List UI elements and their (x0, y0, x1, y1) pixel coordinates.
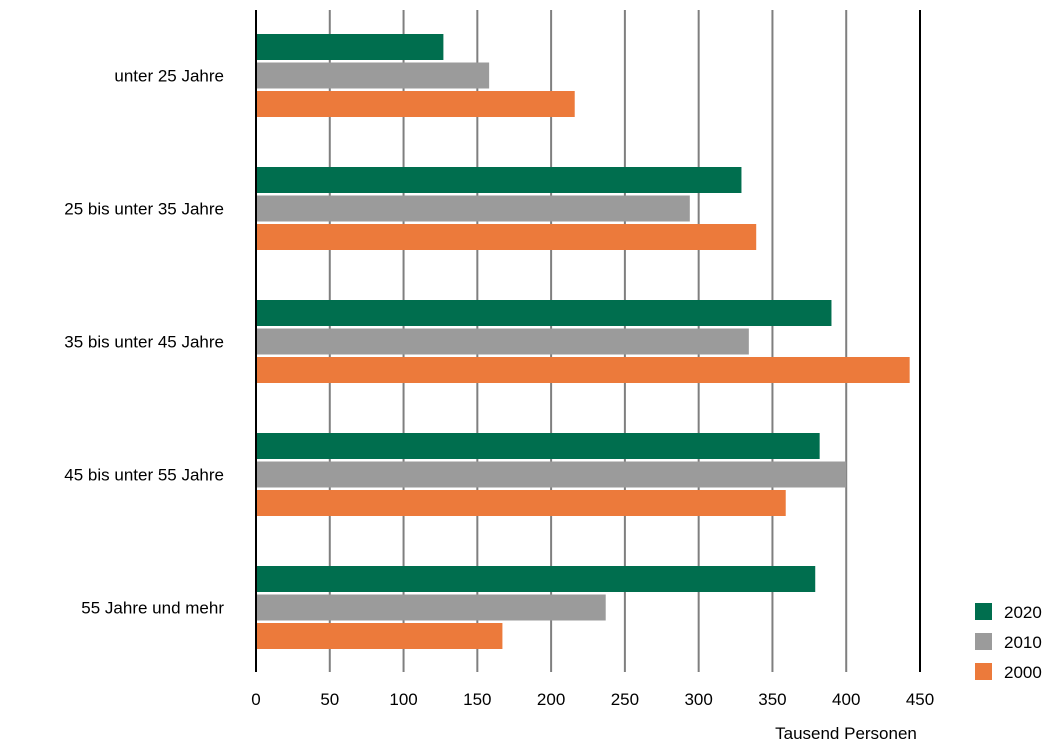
x-tick-labels: 0 50 100 150 200 250 300 350 400 450 (251, 690, 934, 709)
legend-label: 2020 (1004, 603, 1042, 622)
x-tick-label: 50 (320, 690, 339, 709)
x-tick-label: 200 (537, 690, 565, 709)
bar-2000-2 (257, 224, 757, 250)
axes (255, 10, 921, 672)
bar-2020-3 (257, 300, 832, 326)
x-tick-label: 0 (251, 690, 260, 709)
bar-2010-5 (257, 594, 606, 621)
x-tick-label: 400 (832, 690, 860, 709)
legend-swatch-2010 (975, 633, 992, 650)
legend: 2020 2010 2000 (975, 603, 1042, 682)
bar-2000-3 (257, 357, 910, 383)
x-axis-title: Tausend Personen (775, 724, 917, 743)
x-tick-label: 300 (684, 690, 712, 709)
category-label: 25 bis unter 35 Jahre (64, 200, 224, 219)
bar-2000-5 (257, 623, 503, 649)
x-tick-label: 350 (758, 690, 786, 709)
bar-2010-4 (257, 461, 847, 488)
legend-swatch-2000 (975, 663, 992, 680)
bar-2010-1 (257, 62, 490, 89)
x-tick-label: 450 (906, 690, 934, 709)
bar-2020-5 (257, 566, 816, 592)
category-label: unter 25 Jahre (114, 67, 224, 86)
x-tick-label: 250 (611, 690, 639, 709)
bar-2020-2 (257, 167, 742, 193)
legend-label: 2000 (1004, 663, 1042, 682)
category-label: 35 bis unter 45 Jahre (64, 333, 224, 352)
legend-label: 2010 (1004, 633, 1042, 652)
category-labels: unter 25 Jahre 25 bis unter 35 Jahre 35 bi… (64, 67, 224, 618)
category-label: 55 Jahre und mehr (81, 599, 224, 618)
category-label: 45 bis unter 55 Jahre (64, 466, 224, 485)
bar-2000-4 (257, 490, 786, 516)
bar-2000-1 (257, 91, 575, 117)
legend-swatch-2020 (975, 603, 992, 620)
bar-2020-4 (257, 433, 820, 459)
x-tick-label: 150 (463, 690, 491, 709)
bar-2010-2 (257, 195, 690, 222)
bar-2010-3 (257, 328, 749, 355)
x-tick-label: 100 (389, 690, 417, 709)
bar-2020-1 (257, 34, 444, 60)
bars (257, 34, 910, 649)
